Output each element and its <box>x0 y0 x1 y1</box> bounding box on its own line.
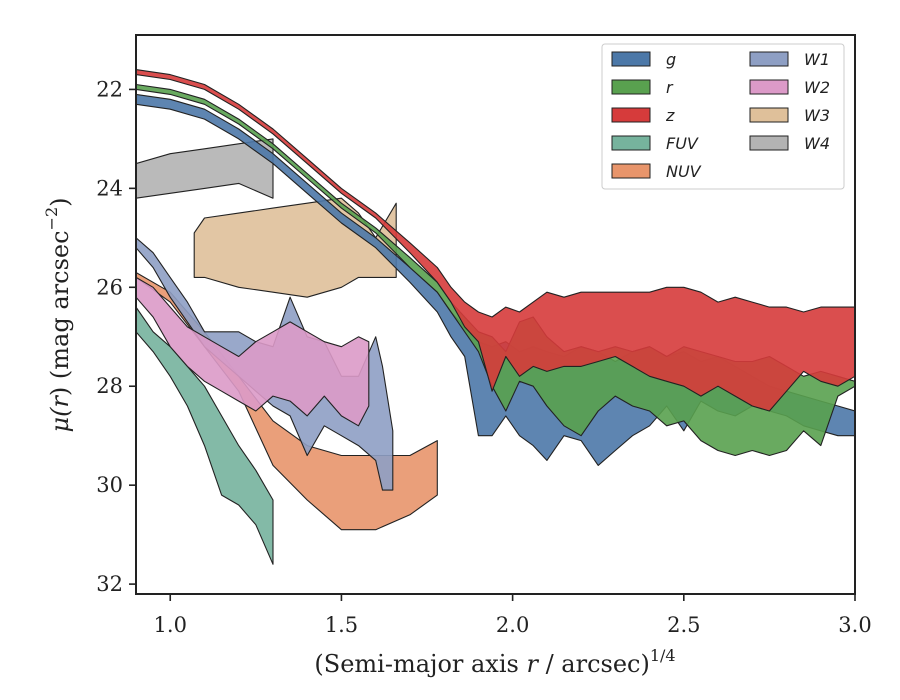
plot-frame <box>135 34 856 595</box>
x-axis-title-part-1: (Semi-major axis <box>314 650 526 678</box>
x-tick-label: 3.0 <box>838 613 871 637</box>
x-tick-label: 2.5 <box>667 613 700 637</box>
y-tick-label: 30 <box>96 473 123 497</box>
y-axis-title-var: r <box>46 395 74 408</box>
y-tick-label: 32 <box>96 572 123 596</box>
band-w4 <box>136 138 274 199</box>
y-axis-title-close: ) <box>46 197 74 206</box>
legend-swatch-w1 <box>749 51 789 67</box>
legend: grz FUV NUV W1 W2 W3 W4 <box>601 43 845 190</box>
legend-label-w4: W4 <box>804 134 830 153</box>
band-z <box>136 69 855 412</box>
legend-swatch-g <box>611 51 651 67</box>
legend-label-nuv: NUV <box>666 162 702 181</box>
legend-label-fuv: FUV <box>666 134 699 153</box>
legend-swatch-z <box>611 107 651 123</box>
legend-swatch-nuv <box>611 163 651 179</box>
legend-label-w2: W2 <box>804 78 830 97</box>
y-axis-title-part-2: ) (mag arcsec <box>46 230 74 396</box>
y-tick-label: 24 <box>96 176 123 200</box>
y-axis-title-exponent: −2 <box>42 207 61 231</box>
y-axis-title-part-1: μ( <box>46 407 74 433</box>
y-tick-label: 26 <box>96 275 123 299</box>
y-axis-title: μ(r) (mag arcsec−2) <box>42 197 74 432</box>
x-axis: 1.0 1.5 2.0 2.5 3.0 <box>154 594 872 637</box>
legend-swatch-w3 <box>749 107 789 123</box>
legend-swatch-w4 <box>749 135 789 151</box>
x-tick-label: 1.0 <box>154 613 187 637</box>
legend-label-r: r <box>666 78 674 97</box>
legend-swatch-w2 <box>749 79 789 95</box>
x-tick-label: 1.5 <box>325 613 358 637</box>
legend-label-z: z <box>665 106 675 125</box>
data-bands <box>136 69 855 565</box>
y-tick-label: 22 <box>96 77 123 101</box>
legend-swatch-r <box>611 79 651 95</box>
y-tick-label: 28 <box>96 374 123 398</box>
legend-swatch-fuv <box>611 135 651 151</box>
band-w2 <box>136 276 370 427</box>
y-axis: 22 24 26 28 30 32 <box>96 77 136 596</box>
legend-label-w1: W1 <box>804 50 830 69</box>
legend-label-g: g <box>666 50 676 69</box>
x-tick-label: 2.0 <box>496 613 529 637</box>
x-axis-title-part-2: / arcsec) <box>538 650 650 678</box>
legend-label-w3: W3 <box>804 106 830 125</box>
x-axis-title-var: r <box>526 650 539 678</box>
x-axis-title-exponent: 1/4 <box>650 646 676 665</box>
x-axis-title: (Semi-major axis r / arcsec)1/4 <box>314 646 675 678</box>
